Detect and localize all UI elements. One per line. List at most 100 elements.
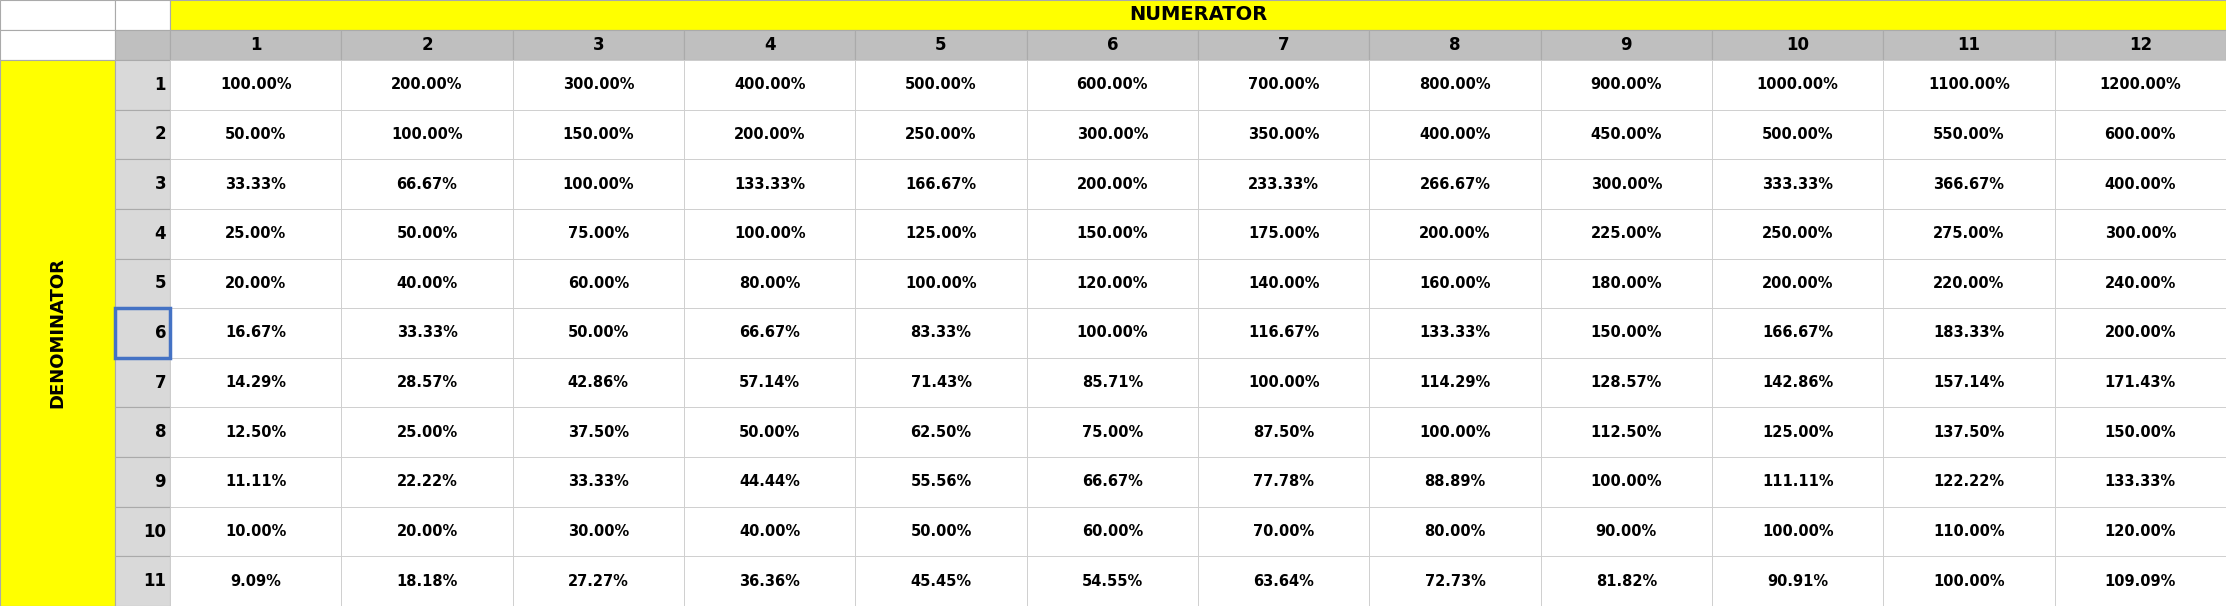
Text: 133.33%: 133.33% [2106,474,2175,490]
Text: 71.43%: 71.43% [910,375,971,390]
Bar [683,60,855,110]
Text: 100.00%: 100.00% [220,78,292,92]
Bar [1712,308,1883,358]
Text: 5: 5 [154,275,167,292]
Text: 233.33%: 233.33% [1249,176,1320,191]
Bar [1540,556,1712,606]
Bar [1883,407,2055,457]
Bar [341,358,512,407]
Bar [1712,30,1883,60]
Text: 36.36%: 36.36% [739,574,799,588]
Text: 60.00%: 60.00% [568,276,630,291]
Text: 80.00%: 80.00% [739,276,801,291]
Bar [169,209,341,259]
Text: 9: 9 [1621,36,1632,54]
Text: 100.00%: 100.00% [1077,325,1149,341]
Bar [2055,259,2226,308]
Bar [1883,556,2055,606]
Text: 110.00%: 110.00% [1932,524,2006,539]
Text: 11.11%: 11.11% [225,474,287,490]
Bar [855,457,1026,507]
Bar [1540,209,1712,259]
Text: 14.29%: 14.29% [225,375,287,390]
Bar [169,60,341,110]
Text: 125.00%: 125.00% [906,226,977,241]
Bar [1198,259,1369,308]
Bar [1369,507,1540,556]
Bar [1883,60,2055,110]
Bar [169,507,341,556]
Bar [1540,358,1712,407]
Bar [1369,457,1540,507]
Bar [1712,556,1883,606]
Text: 37.50%: 37.50% [568,425,630,440]
Bar [169,159,341,209]
Bar [1369,259,1540,308]
Bar [1540,308,1712,358]
Text: 45.45%: 45.45% [910,574,971,588]
Bar [1540,259,1712,308]
Text: 1200.00%: 1200.00% [2099,78,2181,92]
Bar [169,556,341,606]
Bar [683,159,855,209]
Text: 33.33%: 33.33% [568,474,628,490]
Text: 4: 4 [764,36,775,54]
Bar [1026,110,1198,159]
Bar [1369,358,1540,407]
Text: 2: 2 [154,125,167,144]
Text: 40.00%: 40.00% [739,524,801,539]
Text: 60.00%: 60.00% [1082,524,1142,539]
Text: 250.00%: 250.00% [906,127,977,142]
Bar [116,358,169,407]
Bar [169,259,341,308]
Bar [2055,507,2226,556]
Bar [855,507,1026,556]
Bar [2055,209,2226,259]
Bar [0,60,116,606]
Text: 220.00%: 220.00% [1934,276,2006,291]
Text: 20.00%: 20.00% [396,524,459,539]
Bar [1540,457,1712,507]
Text: 6: 6 [154,324,167,342]
Bar [855,358,1026,407]
Bar [116,60,169,110]
Text: 100.00%: 100.00% [1761,524,1834,539]
Bar [0,30,116,60]
Bar [1369,556,1540,606]
Text: 7: 7 [154,374,167,391]
Text: 85.71%: 85.71% [1082,375,1142,390]
Bar [512,407,683,457]
Text: 62.50%: 62.50% [910,425,971,440]
Bar [1540,60,1712,110]
Bar [2055,308,2226,358]
Text: 9: 9 [154,473,167,491]
Bar [855,110,1026,159]
Bar [683,358,855,407]
Text: 2: 2 [421,36,432,54]
Bar [683,209,855,259]
Bar [341,110,512,159]
Bar [512,556,683,606]
Text: 400.00%: 400.00% [2104,176,2177,191]
Text: 175.00%: 175.00% [1249,226,1320,241]
Text: 33.33%: 33.33% [225,176,287,191]
Text: 90.91%: 90.91% [1767,574,1828,588]
Text: 33.33%: 33.33% [396,325,456,341]
Bar [1026,159,1198,209]
Bar [2055,60,2226,110]
Bar [116,556,169,606]
Text: 180.00%: 180.00% [1592,276,1663,291]
Text: 77.78%: 77.78% [1253,474,1313,490]
Text: 8: 8 [154,423,167,441]
Bar [1540,110,1712,159]
Text: 200.00%: 200.00% [392,78,463,92]
Text: 66.67%: 66.67% [396,176,456,191]
Text: 150.00%: 150.00% [1077,226,1149,241]
Text: 63.64%: 63.64% [1253,574,1313,588]
Text: 55.56%: 55.56% [910,474,971,490]
Bar [683,308,855,358]
Text: 266.67%: 266.67% [1420,176,1491,191]
Bar [1883,110,2055,159]
Bar [1198,110,1369,159]
Bar [1198,358,1369,407]
